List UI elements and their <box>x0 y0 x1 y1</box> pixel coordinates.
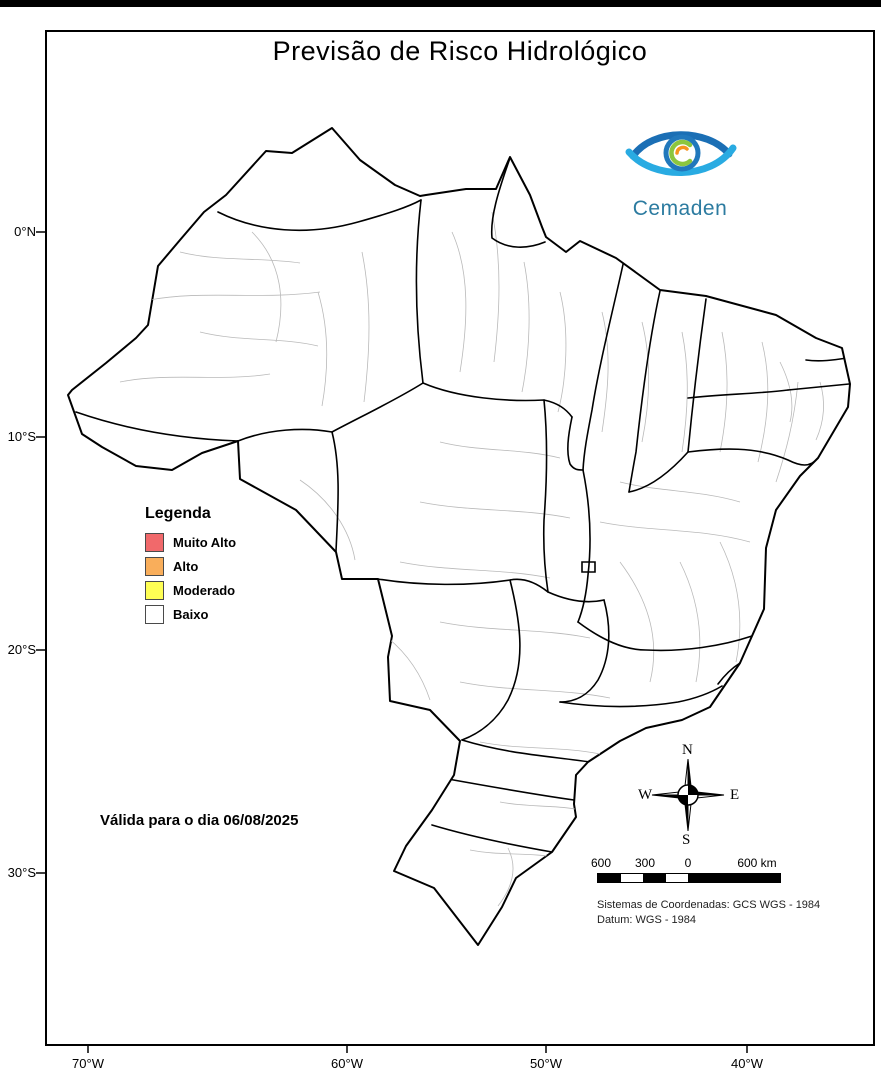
legend: Legenda Muito Alto Alto Moderado Baixo <box>145 505 236 629</box>
lat-label-10s: 10°S <box>7 429 36 444</box>
lon-label-40w: 40°W <box>731 1056 763 1071</box>
scale-strip <box>597 873 781 883</box>
lat-ticks <box>36 231 45 874</box>
scale-label-600-left: 600 <box>590 856 612 870</box>
state-boundaries <box>75 157 850 853</box>
lon-label-70w: 70°W <box>72 1056 104 1071</box>
scale-label-600-km: 600 km <box>737 856 777 870</box>
scale-segment <box>621 874 643 882</box>
legend-label-moderado: Moderado <box>173 583 236 598</box>
lat-label-0n: 0°N <box>14 224 36 239</box>
legend-title: Legenda <box>145 505 211 522</box>
legend-item: Muito Alto <box>145 533 236 552</box>
crs-line-1: Sistemas de Coordenadas: GCS WGS - 1984 <box>597 899 821 911</box>
crs-note: Sistemas de Coordenadas: GCS WGS - 1984 … <box>597 898 820 928</box>
legend-swatch-alto <box>145 557 164 576</box>
legend-item: Baixo <box>145 605 236 624</box>
compass-w: W <box>638 787 653 803</box>
compass-n: N <box>682 742 693 758</box>
cemaden-eye-icon <box>625 131 737 176</box>
page-title: Previsão de Risco Hidrológico <box>272 36 648 66</box>
scale-segment <box>643 874 666 882</box>
legend-label-muito-alto: Muito Alto <box>173 535 237 550</box>
scale-segment <box>688 874 780 882</box>
scale-label-300: 300 <box>634 856 656 870</box>
compass-rose: N S E W <box>638 740 740 850</box>
scale-segment <box>598 874 621 882</box>
legend-swatch-muito-alto <box>145 533 164 552</box>
lat-label-20s: 20°S <box>7 642 36 657</box>
cemaden-logo: Cemaden <box>600 118 760 221</box>
scale-label-0: 0 <box>684 856 692 870</box>
legend-label-baixo: Baixo <box>173 607 209 622</box>
legend-swatch-baixo <box>145 605 164 624</box>
legend-swatch-moderado <box>145 581 164 600</box>
legend-label-alto: Alto <box>173 559 199 574</box>
compass-e: E <box>730 787 740 803</box>
crs-line-2: Datum: WGS - 1984 <box>597 913 697 926</box>
validity-note: Válida para o dia 06/08/2025 <box>100 812 299 829</box>
cemaden-logo-text: Cemaden <box>632 197 728 220</box>
lon-ticks <box>87 1044 748 1053</box>
compass-s: S <box>682 832 691 848</box>
legend-item: Moderado <box>145 581 236 600</box>
lat-label-30s: 30°S <box>7 865 36 880</box>
lon-label-50w: 50°W <box>530 1056 562 1071</box>
scale-bar: 600 300 0 600 km <box>591 856 797 890</box>
top-edge-bar <box>0 0 881 7</box>
scale-segment <box>666 874 688 882</box>
lon-label-60w: 60°W <box>331 1056 363 1071</box>
municipality-boundaries <box>119 211 824 907</box>
compass-star-icon <box>651 758 725 832</box>
legend-item: Alto <box>145 557 236 576</box>
